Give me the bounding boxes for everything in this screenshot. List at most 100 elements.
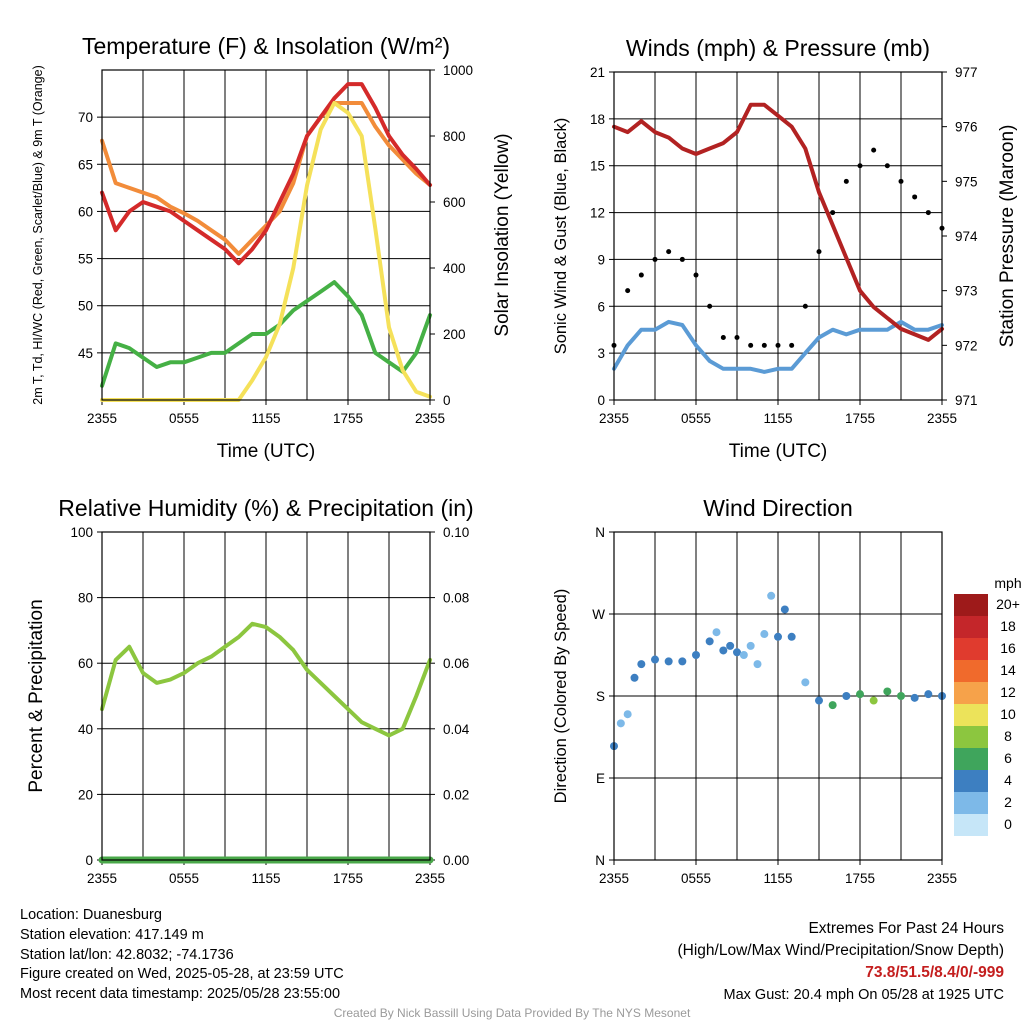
colorbar-swatch [954, 616, 988, 638]
x-tick-label: 2355 [927, 411, 957, 426]
y-tick-label: 100 [70, 525, 93, 540]
direction-point [651, 655, 659, 664]
direction-point [678, 657, 687, 666]
y-axis-label-direction: Direction (Colored By Speed) [552, 589, 570, 804]
series-line [100, 82, 432, 266]
y-right-tick-label: 600 [443, 195, 466, 210]
gust-point [843, 178, 849, 184]
colorbar-swatch [954, 814, 988, 836]
colorbar-swatch [954, 704, 988, 726]
plot-frame [613, 531, 943, 861]
direction-point [869, 696, 878, 705]
x-tick-label: 2355 [599, 411, 629, 426]
gust-point [830, 210, 836, 216]
chart-title: Winds (mph) & Pressure (mb) [626, 35, 930, 61]
y-right-tick-label: 1000 [443, 63, 473, 78]
direction-point [910, 693, 919, 702]
direction-point [828, 701, 837, 710]
gust-point [761, 342, 767, 348]
series-line [100, 280, 432, 388]
y-right-tick-label: 0.10 [443, 525, 469, 540]
direction-point [924, 690, 933, 699]
direction-point [897, 692, 905, 700]
y-axis-label-humidity: Percent & Precipitation [26, 599, 47, 792]
y-right-tick-label: 0.08 [443, 591, 469, 606]
extremes-title: Extremes For Past 24 Hours [808, 920, 1004, 937]
elevation-text: Station elevation: 417.149 m [20, 926, 204, 943]
y-right-tick-label: 400 [443, 261, 466, 276]
colorbar-label: 2 [1004, 794, 1012, 810]
direction-point [664, 657, 673, 666]
recent-text: Most recent data timestamp: 2025/05/28 2… [20, 986, 341, 1003]
y-right-tick-label: 972 [955, 338, 978, 353]
y-tick-label: W [592, 607, 605, 622]
direction-point [637, 660, 646, 669]
station-info: Location: Duanesburg Station elevation: … [20, 906, 344, 1005]
direction-point [623, 710, 632, 719]
y-tick-label: 55 [78, 252, 93, 267]
gust-point [652, 256, 658, 262]
gust-point [720, 335, 726, 341]
y-axis-label-wind: Sonic Wind & Gust (Blue, Black) [552, 118, 570, 355]
gust-point [625, 288, 631, 294]
y-axis-label-pressure: Station Pressure (Maroon) [997, 125, 1018, 348]
x-tick-label: 1755 [845, 871, 875, 886]
direction-point [753, 660, 762, 669]
gust-point [802, 303, 808, 309]
direction-point [780, 605, 789, 614]
gust-point [789, 342, 795, 348]
gust-point [816, 249, 822, 255]
gust-point [679, 256, 685, 262]
plot-frame [101, 531, 431, 861]
max-gust-text: Max Gust: 20.4 mph On 05/28 at 1925 UTC [723, 987, 1004, 1003]
latlon-text: Station lat/lon: 42.8032; -74.1736 [20, 946, 234, 963]
x-tick-label: 1755 [845, 411, 875, 426]
y-right-tick-label: 0 [443, 393, 451, 408]
direction-point [760, 630, 769, 639]
x-axis-label: Time (UTC) [217, 441, 316, 462]
y-right-tick-label: 200 [443, 327, 466, 342]
colorbar-title: mph [994, 575, 1021, 591]
colorbar-label: 8 [1004, 728, 1012, 744]
gust-point [912, 194, 918, 200]
y-tick-label: 70 [78, 110, 93, 125]
y-right-tick-label: 974 [955, 229, 978, 244]
x-tick-label: 1155 [251, 871, 280, 886]
y-tick-label: 9 [597, 252, 605, 267]
colorbar-swatch [954, 638, 988, 660]
x-tick-label: 1155 [763, 411, 792, 426]
gust-point [707, 303, 713, 309]
x-axis-label: Time (UTC) [729, 441, 828, 462]
gust-point [871, 147, 877, 153]
gust-point [884, 163, 890, 169]
direction-point [801, 678, 810, 687]
y-axis-label-insolation: Solar Insolation (Yellow) [492, 133, 513, 336]
series-line [612, 102, 944, 342]
y-tick-label: 3 [597, 346, 605, 361]
y-right-tick-label: 0.04 [443, 722, 470, 737]
direction-point [705, 637, 714, 646]
direction-point [616, 719, 625, 728]
y-right-tick-label: 0.06 [443, 656, 469, 671]
created-text: Figure created on Wed, 2025-05-28, at 23… [20, 966, 344, 983]
y-tick-label: 21 [590, 65, 605, 80]
y-tick-label: S [596, 689, 605, 704]
y-right-tick-label: 976 [955, 120, 978, 135]
y-right-tick-label: 973 [955, 284, 978, 299]
x-tick-label: 2355 [87, 871, 117, 886]
series-line [612, 319, 944, 374]
gust-point [925, 210, 931, 216]
x-tick-label: 2355 [415, 871, 445, 886]
direction-point [712, 628, 721, 637]
colorbar-swatch [954, 770, 988, 792]
direction-point [719, 646, 728, 655]
y-axis-label-temperature: 2m T, Td, HI/WC (Red, Green, Scarlet/Blu… [31, 65, 45, 404]
chart-title: Temperature (F) & Insolation (W/m²) [82, 33, 450, 59]
gust-point [638, 272, 644, 278]
colorbar-label: 14 [1000, 662, 1016, 678]
chart-title: Relative Humidity (%) & Precipitation (i… [58, 495, 473, 521]
colorbar-swatch [954, 682, 988, 704]
direction-point [774, 632, 782, 641]
y-tick-label: 0 [85, 853, 93, 868]
